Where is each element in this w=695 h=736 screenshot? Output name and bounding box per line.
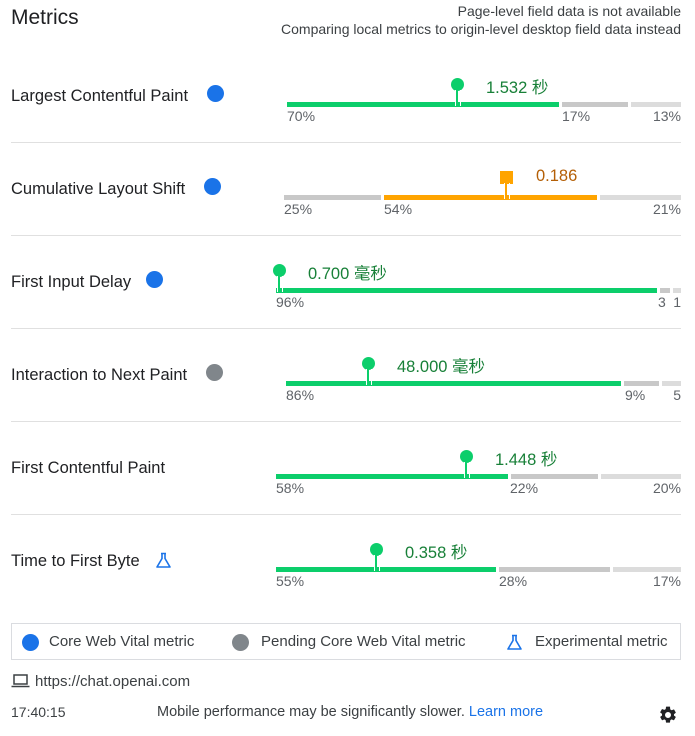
metric-row-lcp: Largest Contentful Paint 70% 17% 13% 1.5… (11, 50, 681, 143)
page-url-text: https://chat.openai.com (35, 673, 191, 690)
distribution-poor-pct: 20% (652, 480, 681, 496)
distribution-poor-pct: 5 (673, 387, 681, 403)
distribution-ni-segment (384, 195, 597, 200)
metric-name: Interaction to Next Paint (11, 366, 188, 384)
distribution-good-segment (276, 474, 508, 479)
laptop-icon (11, 674, 30, 688)
distribution-good-pct: 70% (287, 108, 316, 124)
distribution-ni-segment (562, 102, 628, 107)
marker-dot (272, 264, 286, 277)
distribution-good-pct: 55% (276, 573, 305, 589)
distribution-good-segment (287, 102, 559, 107)
distribution-bar (287, 102, 681, 107)
legend-experimental-label: Experimental metric (535, 633, 668, 650)
distribution-poor-pct: 13% (652, 108, 681, 124)
distribution-poor-pct: 1 (673, 294, 681, 310)
core-web-vital-badge-icon (146, 271, 163, 288)
marker-stem (504, 183, 510, 199)
marker-stem (464, 462, 470, 478)
timestamp: 17:40:15 (11, 704, 66, 720)
marker-dot (450, 78, 464, 91)
metric-value: 1.448 秒 (495, 451, 558, 469)
metric-row-fcp: First Contentful Paint 58% 22% 20% 1.448… (11, 422, 681, 515)
distribution-poor-pct: 17% (652, 573, 681, 589)
distribution-ni-pct: 3 (658, 294, 666, 310)
pending-core-web-vital-badge-icon (206, 364, 223, 381)
distribution-ni-segment (660, 288, 670, 293)
marker-stem (455, 90, 461, 106)
learn-more-link[interactable]: Learn more (468, 704, 544, 720)
metric-name: Largest Contentful Paint (11, 87, 189, 105)
flask-icon (507, 634, 522, 650)
marker-dot (369, 543, 383, 556)
distribution-ni-segment (624, 381, 659, 386)
distribution-poor-segment (631, 102, 681, 107)
distribution-poor-segment (673, 288, 681, 293)
marker-dot (459, 450, 473, 463)
distribution-bar (284, 195, 681, 200)
page-title: Metrics (11, 6, 79, 29)
flask-icon (156, 552, 171, 568)
metric-row-cls: Cumulative Layout Shift 25% 54% 21% 0.18… (11, 143, 681, 236)
metric-value: 0.700 毫秒 (308, 265, 387, 283)
core-web-vital-badge-icon (207, 85, 224, 102)
distribution-ni-pct: 54% (384, 201, 413, 217)
distribution-good-segment (276, 567, 496, 572)
metric-value: 0.186 (536, 167, 578, 185)
metric-name: Time to First Byte (11, 552, 140, 570)
metric-row-fid: First Input Delay 96% 3 1 0.700 毫秒 (11, 236, 681, 329)
metric-value: 48.000 毫秒 (397, 358, 486, 376)
marker-dot (361, 357, 375, 370)
distribution-poor-pct: 21% (652, 201, 681, 217)
distribution-good-segment (276, 288, 657, 293)
distribution-ni-pct: 17% (562, 108, 591, 124)
distribution-ni-segment (499, 567, 610, 572)
marker-square (499, 171, 513, 184)
distribution-bar (276, 474, 681, 479)
legend-pending-label: Pending Core Web Vital metric (261, 633, 466, 650)
marker-stem (374, 555, 380, 571)
metric-name: Cumulative Layout Shift (11, 180, 186, 198)
metric-name: First Input Delay (11, 273, 132, 291)
distribution-good-pct: 58% (276, 480, 305, 496)
distribution-poor-segment (613, 567, 681, 572)
distribution-bar (276, 288, 681, 293)
distribution-good-pct: 96% (276, 294, 305, 310)
core-web-vital-legend-icon (22, 634, 39, 651)
distribution-bar (286, 381, 681, 386)
distribution-good-pct: 25% (284, 201, 313, 217)
distribution-poor-segment (600, 195, 681, 200)
distribution-ni-pct: 28% (499, 573, 528, 589)
metric-row-inp: Interaction to Next Paint 86% 9% 5 48.00… (11, 329, 681, 422)
distribution-good-segment (286, 381, 621, 386)
mobile-warning: Mobile performance may be significantly … (157, 704, 543, 720)
field-data-notice: Page-level field data is not available C… (281, 2, 681, 38)
metric-value: 0.358 秒 (405, 544, 468, 562)
metric-row-ttfb: Time to First Byte 55% 28% 17% 0.358 秒 (11, 515, 681, 608)
marker-stem (366, 369, 372, 385)
distribution-bar (276, 567, 681, 572)
notice-line-2: Comparing local metrics to origin-level … (281, 21, 681, 37)
distribution-poor-segment (601, 474, 681, 479)
metric-value: 1.532 秒 (486, 79, 549, 97)
distribution-ni-segment (511, 474, 598, 479)
marker-stem (277, 276, 283, 292)
distribution-ni-pct: 9% (625, 387, 646, 403)
notice-line-1: Page-level field data is not available (457, 3, 681, 19)
gear-icon[interactable] (658, 705, 678, 725)
mobile-warning-text: Mobile performance may be significantly … (157, 704, 465, 720)
metric-name: First Contentful Paint (11, 459, 166, 477)
pending-core-web-vital-legend-icon (232, 634, 249, 651)
distribution-good-pct: 86% (286, 387, 315, 403)
metric-legend: Core Web Vital metric Pending Core Web V… (11, 623, 681, 660)
distribution-ni-pct: 22% (510, 480, 539, 496)
distribution-good-segment (284, 195, 381, 200)
distribution-poor-segment (662, 381, 681, 386)
legend-core-label: Core Web Vital metric (49, 633, 195, 650)
page-url: https://chat.openai.com (11, 673, 190, 690)
core-web-vital-badge-icon (204, 178, 221, 195)
